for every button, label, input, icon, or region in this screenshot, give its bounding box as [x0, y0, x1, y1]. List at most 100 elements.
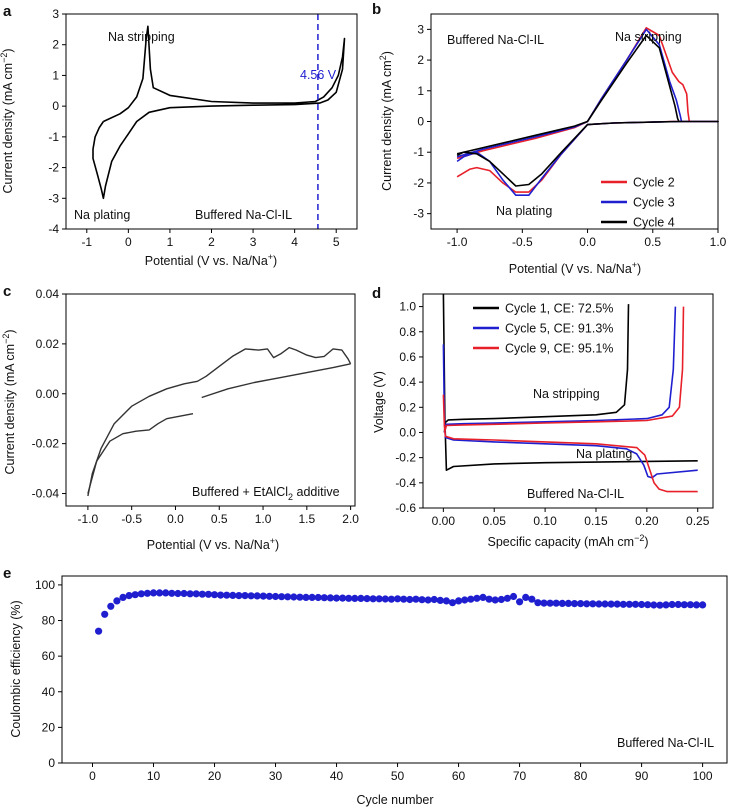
panel-e-point — [467, 595, 475, 603]
panel-c-ytick-label: -0.04 — [32, 487, 60, 501]
panel-d-series-2-plating — [442, 344, 698, 479]
panel-d-legend-label: Cycle 5, CE: 91.3% — [505, 322, 613, 336]
panel-e-point — [534, 599, 542, 607]
panel-d-xlabel: Specific capacity (mAh cm−2) — [487, 533, 648, 549]
panel-d-xtick-label: 0.00 — [432, 514, 456, 528]
panel-e-point — [326, 594, 334, 602]
panel-e-point — [497, 595, 505, 604]
panel-d-ylabel: Voltage (V) — [372, 371, 386, 433]
panel-e-point — [503, 594, 511, 602]
panel-b-annotation-plating: Na plating — [496, 204, 552, 218]
panel-a-frame — [65, 13, 358, 230]
panel-b-xtick-label: -1.0 — [447, 235, 468, 249]
panel-e-xtick-label: 100 — [693, 769, 713, 783]
panel-b: b -1.0 -0.5 0.0 0.5 1.0 -3 -2 -1 0 1 2 3 Current de… — [372, 1, 727, 276]
panel-e-point — [137, 590, 145, 598]
panel-e-point — [235, 592, 243, 600]
panel-a-ytick-label: -2 — [48, 161, 59, 175]
panel-b-ytick-label: -2 — [413, 176, 424, 190]
panel-e-point — [638, 600, 646, 609]
panel-e-point — [412, 595, 420, 603]
panel-e-point — [595, 600, 603, 608]
panel-d-ytick-label: -0.4 — [395, 476, 416, 490]
panel-e-point — [461, 596, 469, 604]
panel-e-point — [143, 589, 151, 597]
panel-a-series-1 — [92, 25, 346, 200]
panel-d-series-2-stripping — [443, 306, 677, 433]
panel-e-point — [223, 591, 231, 599]
panel-d-label: d — [372, 285, 381, 302]
panel-e-point — [186, 590, 194, 598]
panel-e-point — [406, 595, 414, 604]
panel-d-legend-label: Cycle 9, CE: 95.1% — [505, 342, 613, 356]
panel-e-point — [369, 595, 377, 603]
panel-a-xtick-label: 3 — [250, 235, 257, 249]
panel-b-ytick-label: 0 — [417, 115, 424, 129]
panel-e-point — [522, 593, 530, 602]
panel-e-point — [625, 600, 634, 608]
panel-a-annotation-electrolyte: Buffered Na-Cl-IL — [195, 208, 292, 222]
panel-d-xtick-label: 0.25 — [686, 514, 710, 528]
panel-e-point — [516, 598, 524, 606]
panel-e-point — [418, 596, 426, 604]
panel-e-point — [95, 627, 103, 635]
panel-e-xtick-label: 50 — [391, 769, 405, 783]
panel-e-point — [631, 600, 640, 608]
panel-e-point — [686, 601, 695, 609]
panel-e-point — [552, 599, 560, 607]
panel-e-point — [558, 599, 566, 608]
panel-e-point — [485, 595, 493, 603]
panel-b-series-3 — [456, 34, 719, 187]
panel-d-ytick-label: -0.6 — [395, 501, 416, 515]
panel-e-point — [570, 600, 579, 608]
panel-e-point — [448, 599, 457, 607]
panel-b-xtick-label: 0.0 — [579, 235, 596, 249]
panel-e-point — [259, 592, 267, 600]
panel-e-point — [296, 593, 304, 601]
panel-e-point — [290, 593, 298, 601]
panel-e-point — [192, 590, 200, 598]
panel-e-point — [308, 593, 316, 602]
panel-a-ylabel: Current density (mA cm−2) — [0, 48, 15, 193]
panel-b-xlabel: Potential (V vs. Na/Na+) — [509, 260, 641, 276]
panel-e-point — [345, 594, 353, 602]
panel-e-point — [204, 590, 212, 598]
panel-e-point — [589, 600, 597, 608]
panel-d-annotation-electrolyte: Buffered Na-Cl-IL — [527, 487, 624, 501]
panel-b-annotation-electrolyte: Buffered Na-Cl-IL — [447, 33, 544, 47]
panel-b-xtick-label: -0.5 — [512, 235, 533, 249]
panel-b-legend: Cycle 2 Cycle 3 Cycle 4 — [601, 176, 675, 230]
panel-e-point — [131, 591, 139, 599]
panel-a-xlabel: Potential (V vs. Na/Na+) — [145, 252, 277, 268]
panel-e-ytick-label: 60 — [42, 649, 56, 663]
panel-e-point — [381, 595, 389, 603]
panel-e-point — [357, 594, 365, 603]
panel-b-label: b — [372, 1, 381, 18]
panel-a-ytick-label: 3 — [52, 7, 59, 21]
panel-b-annotation-stripping: Na stripping — [615, 30, 682, 44]
panel-e-xtick-label: 90 — [635, 769, 649, 783]
panel-e-point — [650, 601, 658, 609]
panel-e-ylabel: Coulombic efficiency (%) — [9, 600, 23, 737]
panel-e-ytick-label: 80 — [42, 614, 56, 628]
panel-e-point — [253, 592, 261, 600]
panel-a-xtick-label: 0 — [125, 235, 132, 249]
panel-c-xlabel: Potential (V vs. Na/Na+) — [147, 536, 279, 552]
panel-e-point — [375, 595, 383, 603]
panel-e-point — [174, 589, 182, 598]
panel-d-annotation-plating: Na plating — [576, 447, 632, 461]
panel-e-point — [217, 591, 225, 599]
panel-b-ytick-label: 2 — [417, 53, 424, 67]
panel-c-xtick-label: 1.0 — [255, 512, 272, 526]
panel-a-annotation-plating: Na plating — [74, 208, 130, 222]
panel-a-ytick-label: 2 — [52, 38, 59, 52]
panel-b-legend-label: Cycle 4 — [633, 216, 675, 230]
panel-a-ytick-label: -1 — [48, 130, 59, 144]
panel-e-point — [278, 593, 286, 601]
panel-e-ytick-label: 40 — [42, 685, 56, 699]
panel-d-xtick-label: 0.05 — [483, 514, 507, 528]
panel-c-annotation-additive: Buffered + EtAlCl2 additive — [192, 485, 340, 502]
panel-d-ytick-label: -0.2 — [395, 451, 416, 465]
panel-e-point — [442, 597, 450, 605]
panel-e-point — [528, 595, 536, 603]
